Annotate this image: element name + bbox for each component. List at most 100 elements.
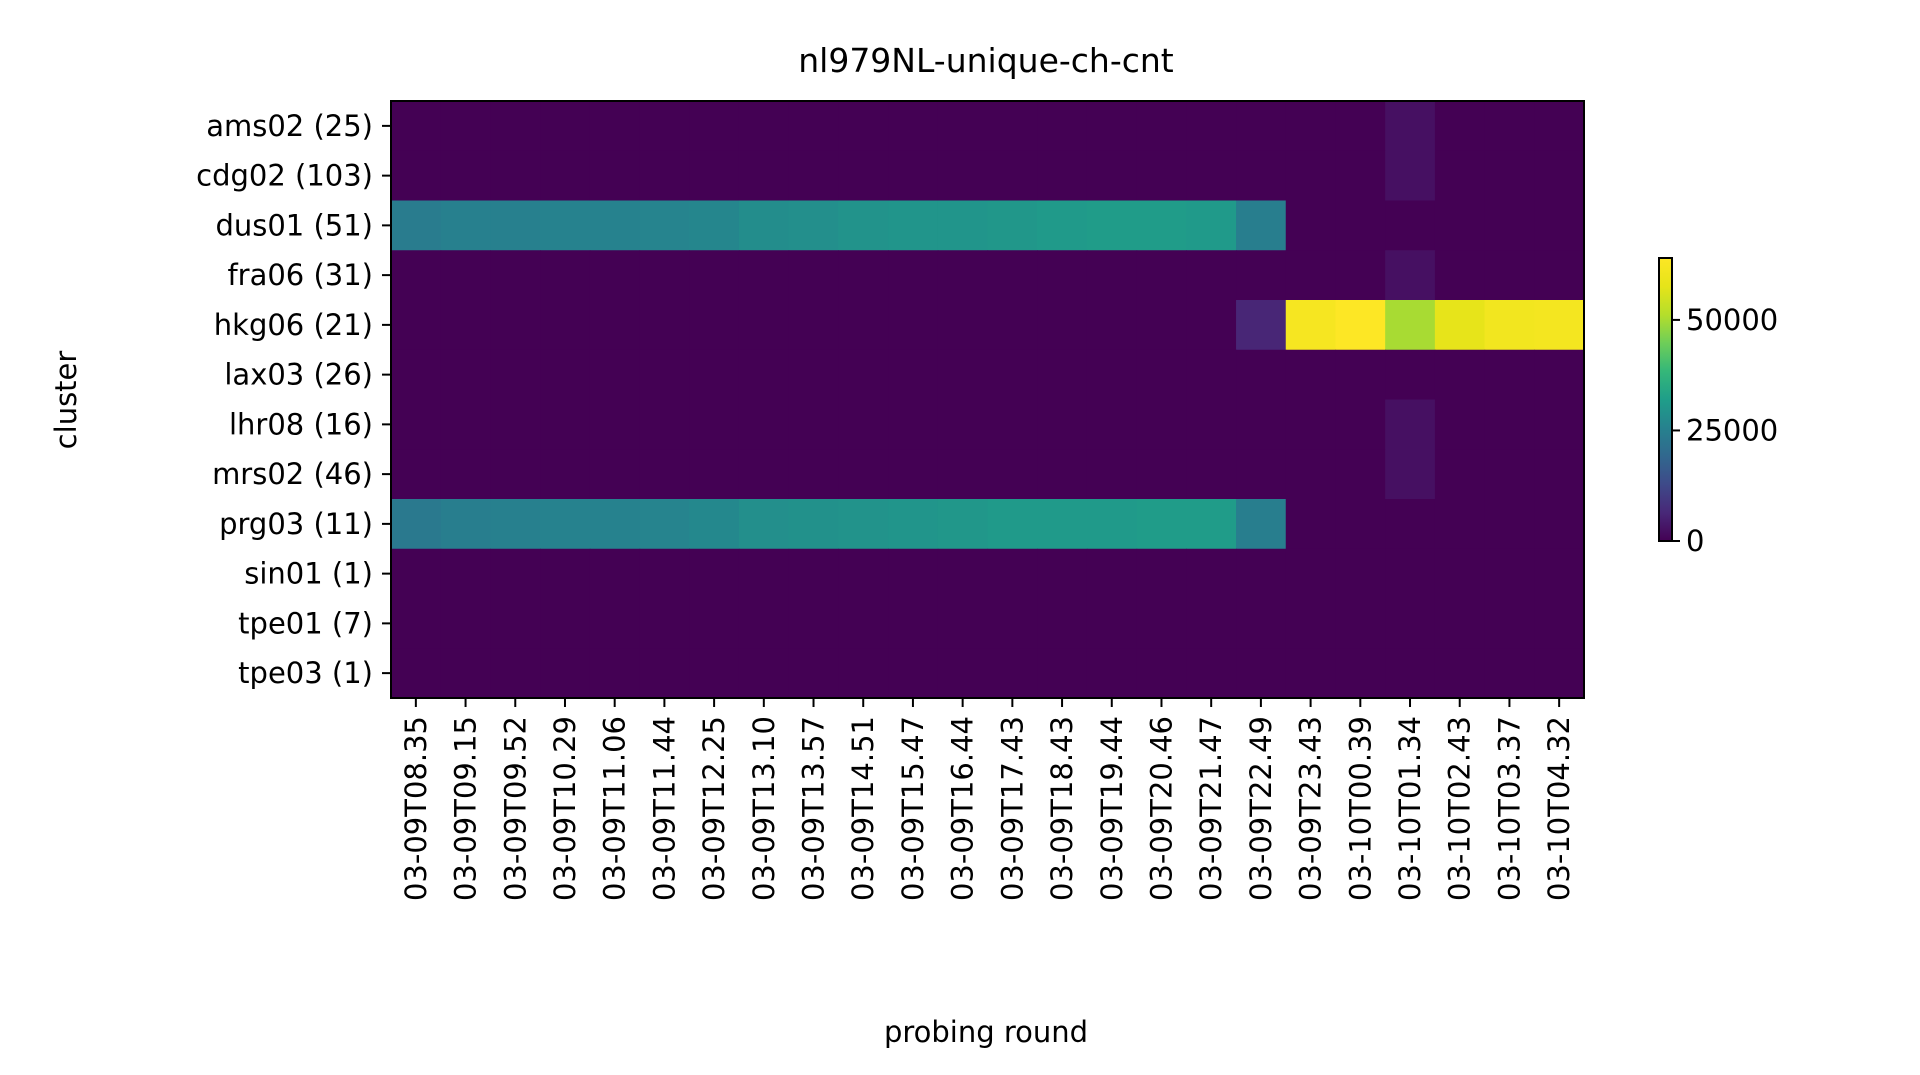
x-tick-label: 03-10T02.43 bbox=[1443, 716, 1477, 901]
heatmap-cell bbox=[589, 349, 641, 401]
heatmap-cell bbox=[639, 598, 690, 649]
heatmap-cell bbox=[689, 101, 740, 152]
heatmap-cell bbox=[540, 399, 591, 450]
x-tick-label: 03-09T21.47 bbox=[1194, 716, 1228, 901]
heatmap-cell bbox=[1534, 449, 1585, 500]
heatmap-cell bbox=[838, 200, 889, 251]
x-axis-label: probing round bbox=[884, 1015, 1088, 1049]
heatmap-cell bbox=[639, 499, 690, 550]
heatmap-cell bbox=[1434, 200, 1486, 251]
heatmap-cell bbox=[738, 648, 790, 699]
colorbar bbox=[1658, 257, 1673, 542]
x-tick-label: 03-09T18.43 bbox=[1045, 716, 1079, 901]
heatmap-cell bbox=[987, 200, 1038, 251]
heatmap-cell bbox=[639, 150, 690, 202]
heatmap-cell bbox=[1086, 648, 1138, 699]
heatmap-cell bbox=[391, 300, 442, 351]
heatmap-cell bbox=[1037, 449, 1088, 500]
heatmap-cell bbox=[1484, 499, 1535, 550]
heatmap-cell bbox=[788, 250, 839, 301]
heatmap-cell bbox=[987, 648, 1038, 699]
heatmap-cell bbox=[937, 349, 989, 401]
heatmap-cell bbox=[1086, 399, 1138, 450]
heatmap-cell bbox=[1484, 399, 1535, 450]
heatmap-cell bbox=[1236, 548, 1287, 600]
heatmap-cell bbox=[639, 101, 690, 152]
heatmap-cell bbox=[1186, 499, 1237, 550]
heatmap-cell bbox=[1484, 349, 1535, 401]
heatmap-cell bbox=[1086, 200, 1138, 251]
heatmap-cell bbox=[490, 250, 541, 301]
heatmap-cell bbox=[1136, 548, 1187, 600]
heatmap-cell bbox=[1285, 349, 1337, 401]
heatmap-cell bbox=[1484, 200, 1535, 251]
heatmap-cell bbox=[540, 449, 591, 500]
heatmap-cell bbox=[888, 349, 939, 401]
heatmap-cell bbox=[1186, 349, 1237, 401]
heatmap-cell bbox=[1186, 200, 1237, 251]
heatmap-cell bbox=[738, 449, 790, 500]
heatmap-cell bbox=[589, 648, 641, 699]
heatmap-cell bbox=[1086, 499, 1138, 550]
heatmap-cell bbox=[589, 101, 641, 152]
heatmap-cell bbox=[1335, 300, 1386, 351]
heatmap-cell bbox=[440, 300, 492, 351]
heatmap-cell bbox=[1484, 648, 1535, 699]
heatmap-cell bbox=[838, 250, 889, 301]
heatmap-cell bbox=[589, 499, 641, 550]
heatmap-cell bbox=[1037, 598, 1088, 649]
heatmap-cell bbox=[1037, 300, 1088, 351]
heatmap-cell bbox=[1434, 300, 1486, 351]
colorbar-tick-label: 0 bbox=[1686, 524, 1704, 558]
heatmap-cell bbox=[1335, 349, 1386, 401]
heatmap-cell bbox=[888, 300, 939, 351]
heatmap-cell bbox=[391, 499, 442, 550]
heatmap-cell bbox=[1186, 648, 1237, 699]
heatmap-cell bbox=[689, 648, 740, 699]
heatmap-cell bbox=[1434, 150, 1486, 202]
heatmap-cell bbox=[440, 200, 492, 251]
heatmap-cell bbox=[1086, 300, 1138, 351]
heatmap-cell bbox=[937, 648, 989, 699]
heatmap-cell bbox=[1136, 598, 1187, 649]
heatmap-cell bbox=[1236, 399, 1287, 450]
heatmap-cell bbox=[1236, 150, 1287, 202]
x-tick-label: 03-09T15.47 bbox=[896, 716, 930, 901]
colorbar-ticks: 0 25000 50000 bbox=[1672, 303, 1778, 558]
heatmap-cell bbox=[639, 200, 690, 251]
heatmap-cell bbox=[1037, 499, 1088, 550]
heatmap-cell bbox=[838, 598, 889, 649]
heatmap-cell bbox=[1037, 548, 1088, 600]
heatmap-cell bbox=[838, 150, 889, 202]
heatmap-cell bbox=[1534, 200, 1585, 251]
heatmap-cell bbox=[540, 250, 591, 301]
heatmap-cell bbox=[1037, 648, 1088, 699]
heatmap-cell bbox=[987, 250, 1038, 301]
heatmap-cell bbox=[987, 101, 1038, 152]
heatmap-cell bbox=[1335, 449, 1386, 500]
heatmap-cell bbox=[1285, 449, 1337, 500]
heatmap-cell bbox=[937, 200, 989, 251]
heatmap-cell bbox=[540, 300, 591, 351]
y-tick-label: dus01 (51) bbox=[215, 208, 373, 242]
heatmap-cell bbox=[1236, 598, 1287, 649]
heatmap-cell bbox=[440, 349, 492, 401]
heatmap-cell bbox=[540, 648, 591, 699]
heatmap-cell bbox=[1086, 101, 1138, 152]
heatmap-cell bbox=[1335, 150, 1386, 202]
heatmap-cell bbox=[1136, 150, 1187, 202]
heatmap-cell bbox=[1236, 449, 1287, 500]
heatmap-cell bbox=[1136, 449, 1187, 500]
heatmap-cell bbox=[788, 449, 839, 500]
heatmap-cell bbox=[788, 548, 839, 600]
heatmap-cell bbox=[1484, 548, 1535, 600]
heatmap-cell bbox=[888, 250, 939, 301]
heatmap-cell bbox=[639, 300, 690, 351]
heatmap-cell bbox=[788, 349, 839, 401]
heatmap-cell bbox=[689, 548, 740, 600]
heatmap-cell bbox=[1236, 200, 1287, 251]
heatmap-cell bbox=[738, 250, 790, 301]
heatmap-cell bbox=[1484, 101, 1535, 152]
heatmap-cell bbox=[1236, 250, 1287, 301]
heatmap-cell bbox=[391, 250, 442, 301]
